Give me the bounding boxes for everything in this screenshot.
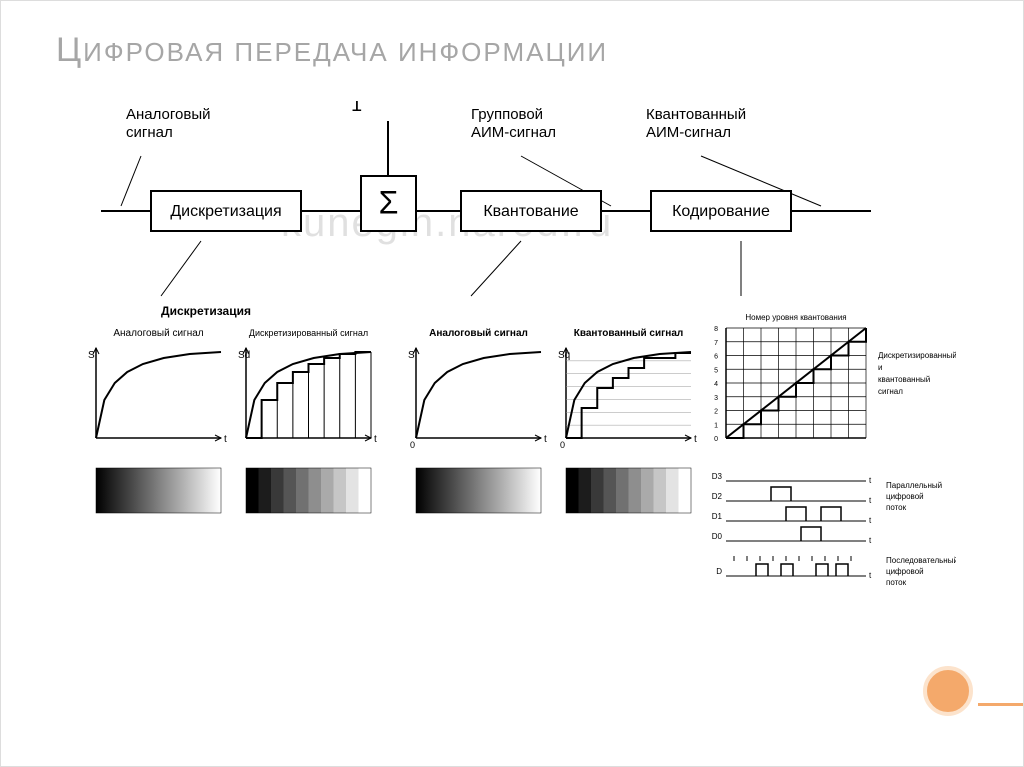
svg-text:сигнал: сигнал xyxy=(126,124,173,141)
slide-title: ЦИФРОВАЯ ПЕРЕДАЧА ИНФОРМАЦИИ xyxy=(56,31,608,70)
block-diagram: Дискретизация Σ Квантование Кодирование Анал… xyxy=(101,101,921,301)
svg-text:сигнал: сигнал xyxy=(878,387,903,396)
svg-text:t: t xyxy=(869,496,872,505)
svg-text:и: и xyxy=(878,363,882,372)
svg-text:t: t xyxy=(869,476,872,485)
charts-area: Дискретизация Аналоговый сигнал St Дискрети… xyxy=(86,303,946,618)
title-first-letter: Ц xyxy=(56,31,83,69)
svg-text:Последовательный: Последовательный xyxy=(886,556,956,565)
svg-text:3: 3 xyxy=(714,395,718,402)
svg-text:D: D xyxy=(716,567,722,576)
svg-text:5: 5 xyxy=(714,367,718,374)
svg-text:1: 1 xyxy=(351,101,362,116)
svg-text:Дискретизированный сигнал: Дискретизированный сигнал xyxy=(249,328,368,338)
svg-text:t: t xyxy=(869,571,872,580)
svg-text:Квантованный: Квантованный xyxy=(646,106,746,123)
svg-text:S: S xyxy=(408,350,415,361)
svg-text:поток: поток xyxy=(886,503,907,512)
svg-text:t: t xyxy=(869,516,872,525)
title-rest: ИФРОВАЯ ПЕРЕДАЧА ИНФОРМАЦИИ xyxy=(83,37,608,67)
decor-circle-icon xyxy=(923,666,973,716)
svg-text:Sq: Sq xyxy=(558,350,570,361)
slide: ЦИФРОВАЯ ПЕРЕДАЧА ИНФОРМАЦИИ kunegin.nar… xyxy=(0,0,1024,767)
svg-text:0: 0 xyxy=(410,440,415,450)
svg-text:Дискретизация: Дискретизация xyxy=(170,203,281,220)
svg-text:Σ: Σ xyxy=(379,185,399,221)
svg-text:0: 0 xyxy=(560,440,565,450)
svg-text:t: t xyxy=(224,434,227,445)
svg-text:S: S xyxy=(88,350,95,361)
svg-text:квантованный: квантованный xyxy=(878,375,930,384)
svg-text:Аналоговый сигнал: Аналоговый сигнал xyxy=(113,328,203,339)
charts-svg: Дискретизация Аналоговый сигнал St Дискрети… xyxy=(86,303,956,613)
svg-text:АИМ-сигнал: АИМ-сигнал xyxy=(646,124,731,141)
svg-text:D2: D2 xyxy=(712,492,723,501)
svg-text:D0: D0 xyxy=(712,532,723,541)
svg-text:D1: D1 xyxy=(712,512,723,521)
svg-text:t: t xyxy=(374,434,377,445)
svg-text:Номер уровня квантования: Номер уровня квантования xyxy=(745,313,846,322)
svg-text:t: t xyxy=(694,434,697,445)
svg-text:4: 4 xyxy=(714,381,718,388)
svg-text:2: 2 xyxy=(714,409,718,416)
svg-text:цифровой: цифровой xyxy=(886,492,924,501)
svg-text:Параллельный: Параллельный xyxy=(886,481,942,490)
svg-text:t: t xyxy=(869,536,872,545)
svg-text:Групповой: Групповой xyxy=(471,106,543,123)
svg-text:7: 7 xyxy=(714,340,718,347)
svg-text:Кодирование: Кодирование xyxy=(672,203,770,220)
svg-text:8: 8 xyxy=(714,326,718,333)
svg-text:Квантованный сигнал: Квантованный сигнал xyxy=(574,328,684,339)
svg-text:Аналоговый: Аналоговый xyxy=(126,106,211,123)
svg-text:t: t xyxy=(544,434,547,445)
svg-text:Дискретизация: Дискретизация xyxy=(161,304,251,318)
svg-text:Sd: Sd xyxy=(238,350,250,361)
svg-text:Квантование: Квантование xyxy=(483,203,578,220)
svg-text:1: 1 xyxy=(714,422,718,429)
svg-text:цифровой: цифровой xyxy=(886,567,924,576)
svg-text:6: 6 xyxy=(714,354,718,361)
decor-line-icon xyxy=(978,703,1023,706)
svg-text:АИМ-сигнал: АИМ-сигнал xyxy=(471,124,556,141)
svg-text:Дискретизированный: Дискретизированный xyxy=(878,351,956,360)
svg-text:поток: поток xyxy=(886,578,907,587)
svg-text:Аналоговый сигнал: Аналоговый сигнал xyxy=(429,328,528,339)
svg-text:0: 0 xyxy=(714,436,718,443)
block-diagram-svg: Дискретизация Σ Квантование Кодирование Анал… xyxy=(101,101,921,301)
svg-text:D3: D3 xyxy=(712,472,723,481)
